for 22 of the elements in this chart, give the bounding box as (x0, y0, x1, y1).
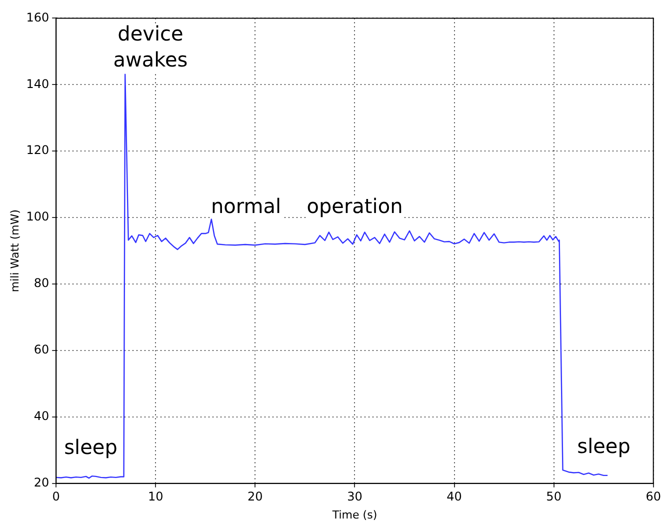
y-tick-label: 160 (26, 10, 50, 24)
y-axis-title: mili Watt (mW) (8, 210, 22, 292)
annotation: normal (210, 194, 282, 218)
x-tick-label: 0 (52, 490, 60, 504)
x-tick-label: 10 (148, 490, 164, 504)
x-tick-label: 40 (446, 490, 462, 504)
x-tick-label: 60 (646, 490, 662, 504)
y-tick-label: 100 (26, 210, 50, 224)
y-tick-label: 60 (34, 342, 50, 357)
x-axis-title: Time (s) (331, 508, 378, 522)
x-tick-label: 30 (347, 490, 362, 504)
annotation: operation (306, 194, 403, 218)
y-tick-label: 20 (34, 476, 50, 490)
y-tick-label: 140 (26, 76, 50, 91)
x-tick-label: 50 (546, 490, 562, 504)
annotation: sleep (577, 434, 630, 458)
annotation: sleep (64, 435, 118, 460)
annotation: device awakes (113, 22, 188, 72)
y-tick-label: 120 (26, 143, 50, 158)
x-tick-label: 20 (248, 490, 263, 504)
y-tick-label: 40 (34, 409, 50, 424)
y-tick-label: 80 (34, 276, 50, 290)
